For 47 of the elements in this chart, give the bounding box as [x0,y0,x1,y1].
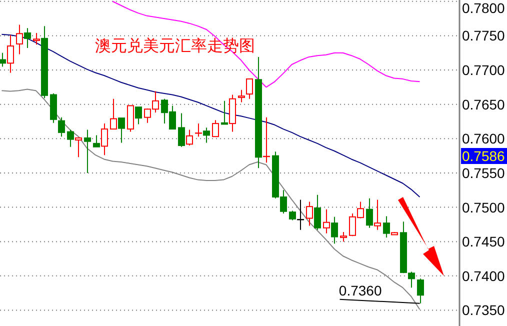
candlestick [93,134,100,148]
candlestick [306,201,313,226]
candlestick [58,116,65,138]
candlestick [246,78,253,100]
candlestick [221,100,228,125]
candlestick [203,127,210,144]
candlestick [0,52,6,68]
candlestick [135,106,142,125]
candlestick [417,278,424,304]
candlestick [374,199,381,230]
candlestick [67,129,74,148]
annotation: 0.7360 [338,282,382,298]
candlestick [314,194,321,230]
candlestick [383,216,390,238]
candlestick [101,123,108,156]
candlestick [289,210,296,221]
candlestick [75,137,82,158]
candlestick [331,216,338,244]
line-series [1,34,420,198]
candlestick [366,198,373,228]
text: 0.7586 [462,148,506,164]
candlestick [110,98,117,130]
candlestick [84,129,91,174]
y-tick-label: 0.7450 [462,234,506,250]
y-tick-label: 0.7650 [462,96,506,112]
line-series [112,0,420,88]
y-tick-label: 0.7500 [462,199,506,216]
candlestick [178,112,185,148]
candlestick [16,24,23,55]
candlestick [238,89,245,103]
candlestick [118,118,125,144]
y-tick-label: 0.7350 [462,302,506,318]
y-tick-label: 0.7750 [462,28,506,44]
candlestick [186,129,193,146]
candlestick [24,28,31,49]
candlestick [323,208,330,234]
y-tick-label: 0.7800 [462,0,506,16]
candlestick [7,34,14,74]
y-tick-label: 0.7600 [462,130,506,147]
text: 澳元兑美元汇率走势图 [95,37,255,55]
y-tick-label: 0.7700 [462,62,506,78]
candlestick [127,105,134,132]
y-tick-label: 0.7400 [462,268,506,284]
candlestick [340,231,347,242]
candlestick [212,120,219,138]
candlestick [33,32,40,46]
y-tick-label: 0.7550 [462,164,506,181]
